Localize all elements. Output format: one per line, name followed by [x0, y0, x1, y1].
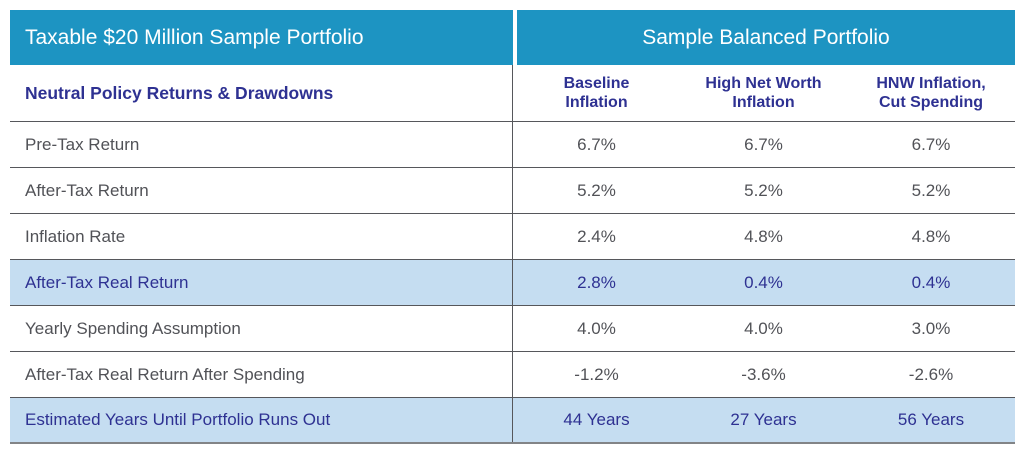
cell-value: 6.7%	[577, 134, 616, 154]
cell-value: 5.2%	[577, 180, 616, 200]
table-title-right: Sample Balanced Portfolio	[517, 10, 1015, 65]
cell-value: -2.6%	[908, 364, 954, 384]
table-row-after-tax-real-return: After-Tax Real Return 2.8% 0.4% 0.4%	[10, 260, 1015, 306]
cell-value: 0.4%	[911, 272, 951, 292]
table-row-pre-tax-return: Pre-Tax Return 6.7% 6.7% 6.7%	[10, 122, 1015, 168]
column-header-baseline-inflation: Baseline Inflation	[563, 74, 630, 111]
table-row-yearly-spending-assumption: Yearly Spending Assumption 4.0% 4.0% 3.0…	[10, 306, 1015, 352]
cell-value: -1.2%	[574, 364, 619, 384]
cell-value: 27 Years	[730, 410, 797, 429]
cell-value: 44 Years	[563, 410, 630, 429]
row-label: After-Tax Real Return	[10, 260, 513, 305]
table-title-band: Taxable $20 Million Sample Portfolio Sam…	[10, 10, 1015, 65]
row-label: Estimated Years Until Portfolio Runs Out	[10, 398, 513, 442]
table-title-left: Taxable $20 Million Sample Portfolio	[10, 10, 513, 65]
row-label: Yearly Spending Assumption	[10, 306, 513, 351]
row-group-label: Neutral Policy Returns & Drawdowns	[10, 65, 513, 121]
table-row-after-tax-real-return-after-spending: After-Tax Real Return After Spending -1.…	[10, 352, 1015, 398]
cell-value: 4.0%	[577, 318, 616, 338]
cell-value: 5.2%	[911, 180, 951, 200]
cell-value: 6.7%	[911, 134, 951, 154]
cell-value: 2.8%	[577, 272, 616, 292]
cell-value: 56 Years	[897, 410, 965, 429]
cell-value: 3.0%	[911, 318, 951, 338]
table-subheader-row: Neutral Policy Returns & Drawdowns Basel…	[10, 65, 1015, 122]
table-row-estimated-years-until-portfolio-runs-out: Estimated Years Until Portfolio Runs Out…	[10, 398, 1015, 444]
table-title-left-label: Taxable $20 Million Sample Portfolio	[25, 25, 364, 49]
column-header-hnw-inflation-cut-spending: HNW Inflation, Cut Spending	[876, 74, 986, 111]
portfolio-comparison-table: Taxable $20 Million Sample Portfolio Sam…	[10, 10, 1015, 444]
cell-value: 6.7%	[744, 134, 783, 154]
cell-value: 0.4%	[744, 272, 783, 292]
cell-value: 4.8%	[911, 226, 951, 246]
row-label: After-Tax Real Return After Spending	[10, 352, 513, 397]
cell-value: 2.4%	[577, 226, 616, 246]
cell-value: 4.8%	[744, 226, 783, 246]
cell-value: 5.2%	[744, 180, 783, 200]
row-label: After-Tax Return	[10, 168, 513, 213]
table-row-inflation-rate: Inflation Rate 2.4% 4.8% 4.8%	[10, 214, 1015, 260]
cell-value: 4.0%	[744, 318, 783, 338]
column-header-high-net-worth-inflation: High Net Worth Inflation	[705, 74, 822, 111]
table-row-after-tax-return: After-Tax Return 5.2% 5.2% 5.2%	[10, 168, 1015, 214]
cell-value: -3.6%	[741, 364, 786, 384]
table-title-right-label: Sample Balanced Portfolio	[642, 25, 890, 49]
row-label: Pre-Tax Return	[10, 122, 513, 167]
row-label: Inflation Rate	[10, 214, 513, 259]
